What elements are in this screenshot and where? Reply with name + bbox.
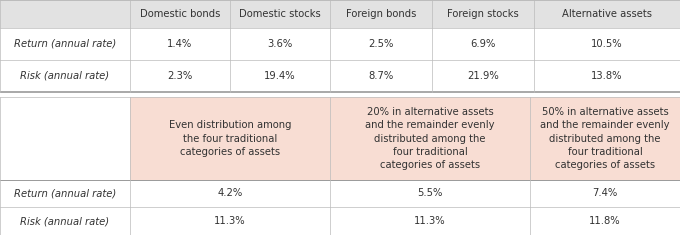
Text: 11.3%: 11.3% <box>414 216 446 226</box>
Text: Risk (annual rate): Risk (annual rate) <box>20 71 109 81</box>
Text: 50% in alternative assets
and the remainder evenly
distributed among the
four tr: 50% in alternative assets and the remain… <box>540 107 670 170</box>
Text: 6.9%: 6.9% <box>471 39 496 49</box>
Text: 21.9%: 21.9% <box>467 71 499 81</box>
Text: 19.4%: 19.4% <box>265 71 296 81</box>
Text: 8.7%: 8.7% <box>369 71 394 81</box>
Bar <box>130 97 680 180</box>
Text: 10.5%: 10.5% <box>591 39 623 49</box>
Bar <box>0 207 680 235</box>
Text: Return (annual rate): Return (annual rate) <box>14 39 116 49</box>
Text: Return (annual rate): Return (annual rate) <box>14 188 116 199</box>
Text: 13.8%: 13.8% <box>591 71 623 81</box>
Text: 3.6%: 3.6% <box>267 39 292 49</box>
Text: 11.3%: 11.3% <box>214 216 245 226</box>
Text: 1.4%: 1.4% <box>167 39 192 49</box>
Text: Alternative assets: Alternative assets <box>562 9 652 19</box>
Text: Risk (annual rate): Risk (annual rate) <box>20 216 109 226</box>
Text: 20% in alternative assets
and the remainder evenly
distributed among the
four tr: 20% in alternative assets and the remain… <box>365 107 495 170</box>
Text: 2.5%: 2.5% <box>369 39 394 49</box>
Bar <box>0 60 680 92</box>
Bar <box>0 28 680 60</box>
Text: 7.4%: 7.4% <box>592 188 617 199</box>
Text: 4.2%: 4.2% <box>218 188 243 199</box>
Text: 5.5%: 5.5% <box>418 188 443 199</box>
Text: Foreign bonds: Foreign bonds <box>346 9 416 19</box>
Bar <box>0 0 680 28</box>
Text: Domestic bonds: Domestic bonds <box>140 9 220 19</box>
Text: Domestic stocks: Domestic stocks <box>239 9 321 19</box>
Bar <box>0 180 680 207</box>
Text: Even distribution among
the four traditional
categories of assets: Even distribution among the four traditi… <box>169 120 291 157</box>
Text: 11.8%: 11.8% <box>589 216 621 226</box>
Text: 2.3%: 2.3% <box>167 71 192 81</box>
Text: Foreign stocks: Foreign stocks <box>447 9 519 19</box>
Bar <box>0 97 130 180</box>
